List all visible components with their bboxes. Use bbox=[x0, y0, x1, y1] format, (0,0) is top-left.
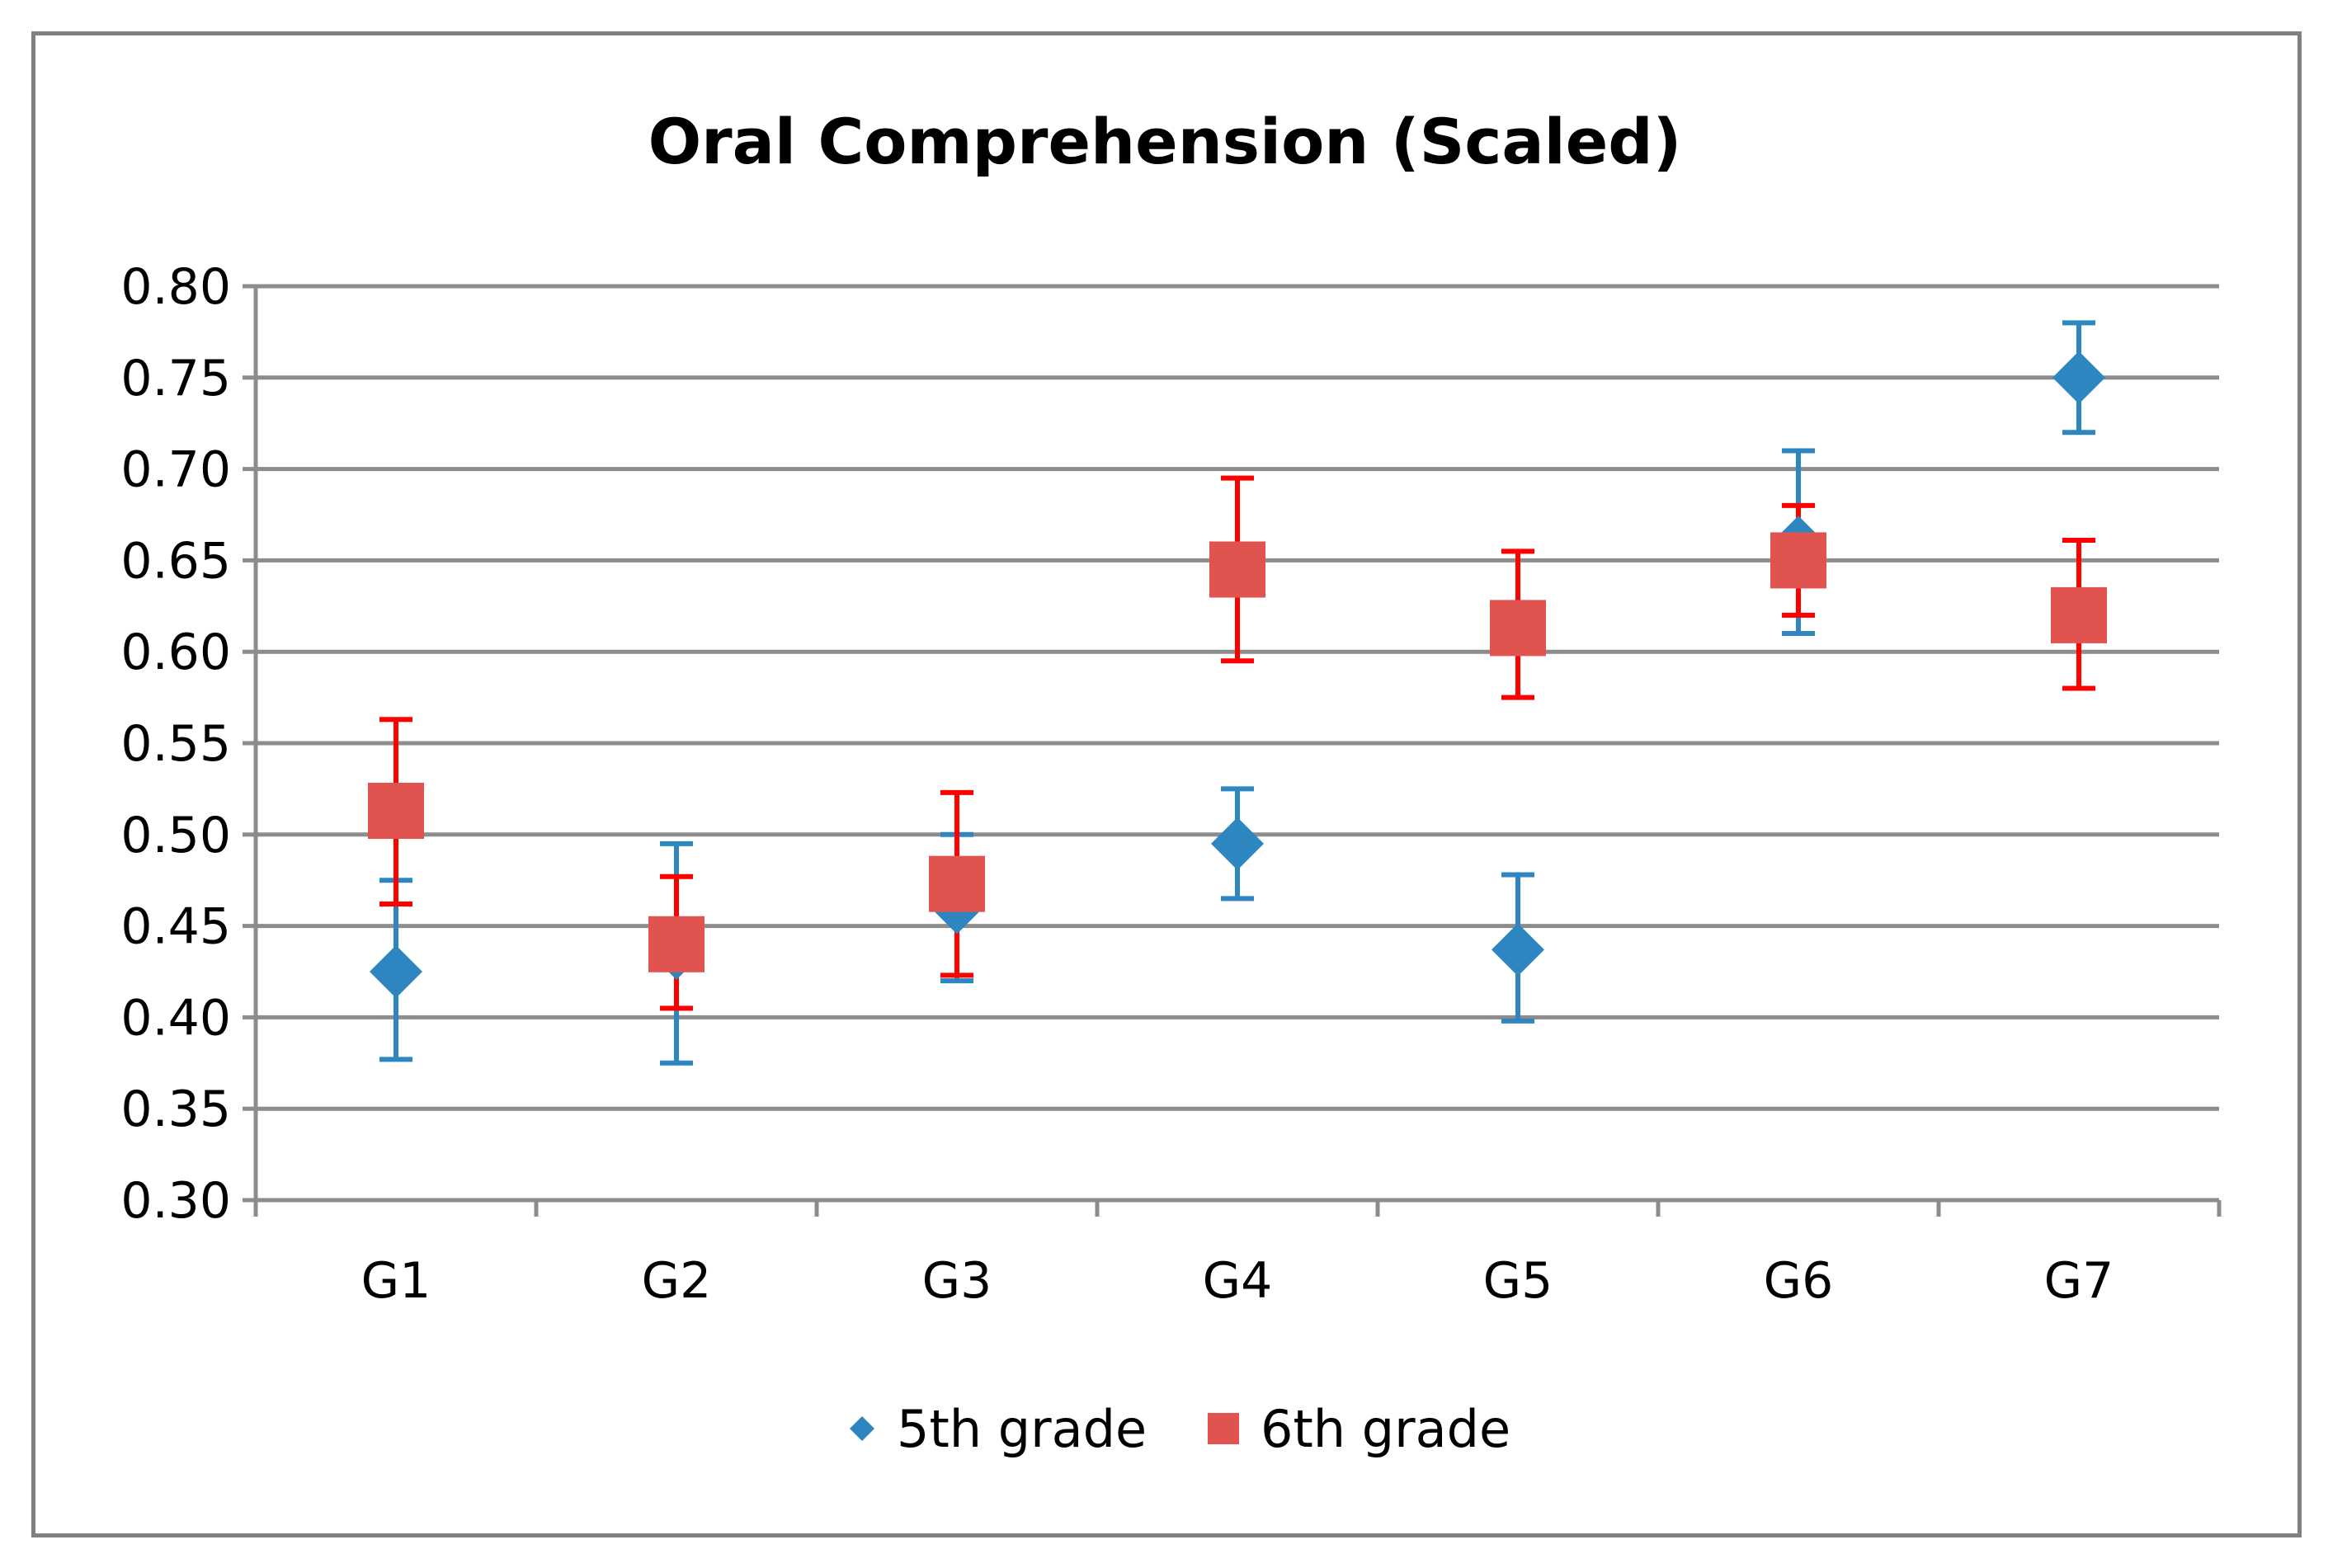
legend-label-6th-grade: 6th grade bbox=[1261, 1399, 1510, 1459]
grid-layer bbox=[256, 284, 2219, 1111]
y-tick-label: 0.80 bbox=[120, 258, 231, 316]
y-tick-label: 0.75 bbox=[120, 350, 231, 407]
data-point-5th-grade bbox=[1492, 923, 1544, 977]
y-tick-label: 0.40 bbox=[120, 989, 231, 1047]
data-point-5th-grade bbox=[370, 945, 422, 998]
x-tick-label: G4 bbox=[1203, 1252, 1273, 1310]
x-tick-label: G6 bbox=[1764, 1252, 1834, 1310]
data-point-6th-grade bbox=[1770, 532, 1826, 589]
y-tick-label: 0.55 bbox=[120, 715, 231, 773]
x-tick-label: G5 bbox=[1483, 1252, 1553, 1310]
legend-label-5th-grade: 5th grade bbox=[897, 1399, 1147, 1459]
y-tick-label: 0.35 bbox=[120, 1081, 231, 1138]
data-point-5th-grade bbox=[2052, 351, 2105, 404]
y-tick-label: 0.60 bbox=[120, 624, 231, 681]
data-point-6th-grade bbox=[1209, 541, 1265, 598]
x-tick-label: G3 bbox=[922, 1252, 992, 1310]
axis-layer bbox=[243, 284, 2222, 1217]
x-tick-label: G2 bbox=[642, 1252, 712, 1310]
y-tick-label: 0.65 bbox=[120, 532, 231, 590]
data-point-6th-grade bbox=[368, 782, 424, 839]
data-point-6th-grade bbox=[929, 855, 985, 912]
x-tick-label: G7 bbox=[2044, 1252, 2114, 1310]
data-point-6th-grade bbox=[648, 916, 705, 972]
data-markers bbox=[368, 351, 2107, 998]
x-tick-labels: G1 G2 G3 G4 G5 G6 G7 bbox=[361, 1252, 2114, 1310]
data-point-5th-grade bbox=[1211, 817, 1264, 870]
data-point-6th-grade bbox=[1490, 600, 1546, 657]
error-bars bbox=[379, 320, 2095, 1066]
legend-square-marker bbox=[1208, 1413, 1239, 1444]
legend: 5th grade 6th grade bbox=[850, 1399, 1510, 1459]
data-point-6th-grade bbox=[2051, 586, 2107, 643]
y-tick-label: 0.70 bbox=[120, 441, 231, 499]
y-tick-labels: 0.80 0.75 0.70 0.65 0.60 0.55 0.50 0.45 0.40 0.35… bbox=[120, 258, 231, 1230]
legend-item-5th-grade: 5th grade bbox=[850, 1399, 1147, 1459]
legend-diamond-marker bbox=[850, 1416, 874, 1441]
y-tick-label: 0.50 bbox=[120, 807, 231, 864]
y-tick-label: 0.30 bbox=[120, 1172, 231, 1230]
chart-title: Oral Comprehension (Scaled) bbox=[648, 105, 1682, 178]
x-tick-label: G1 bbox=[361, 1252, 431, 1310]
y-tick-label: 0.45 bbox=[120, 898, 231, 956]
legend-item-6th-grade: 6th grade bbox=[1208, 1399, 1510, 1459]
